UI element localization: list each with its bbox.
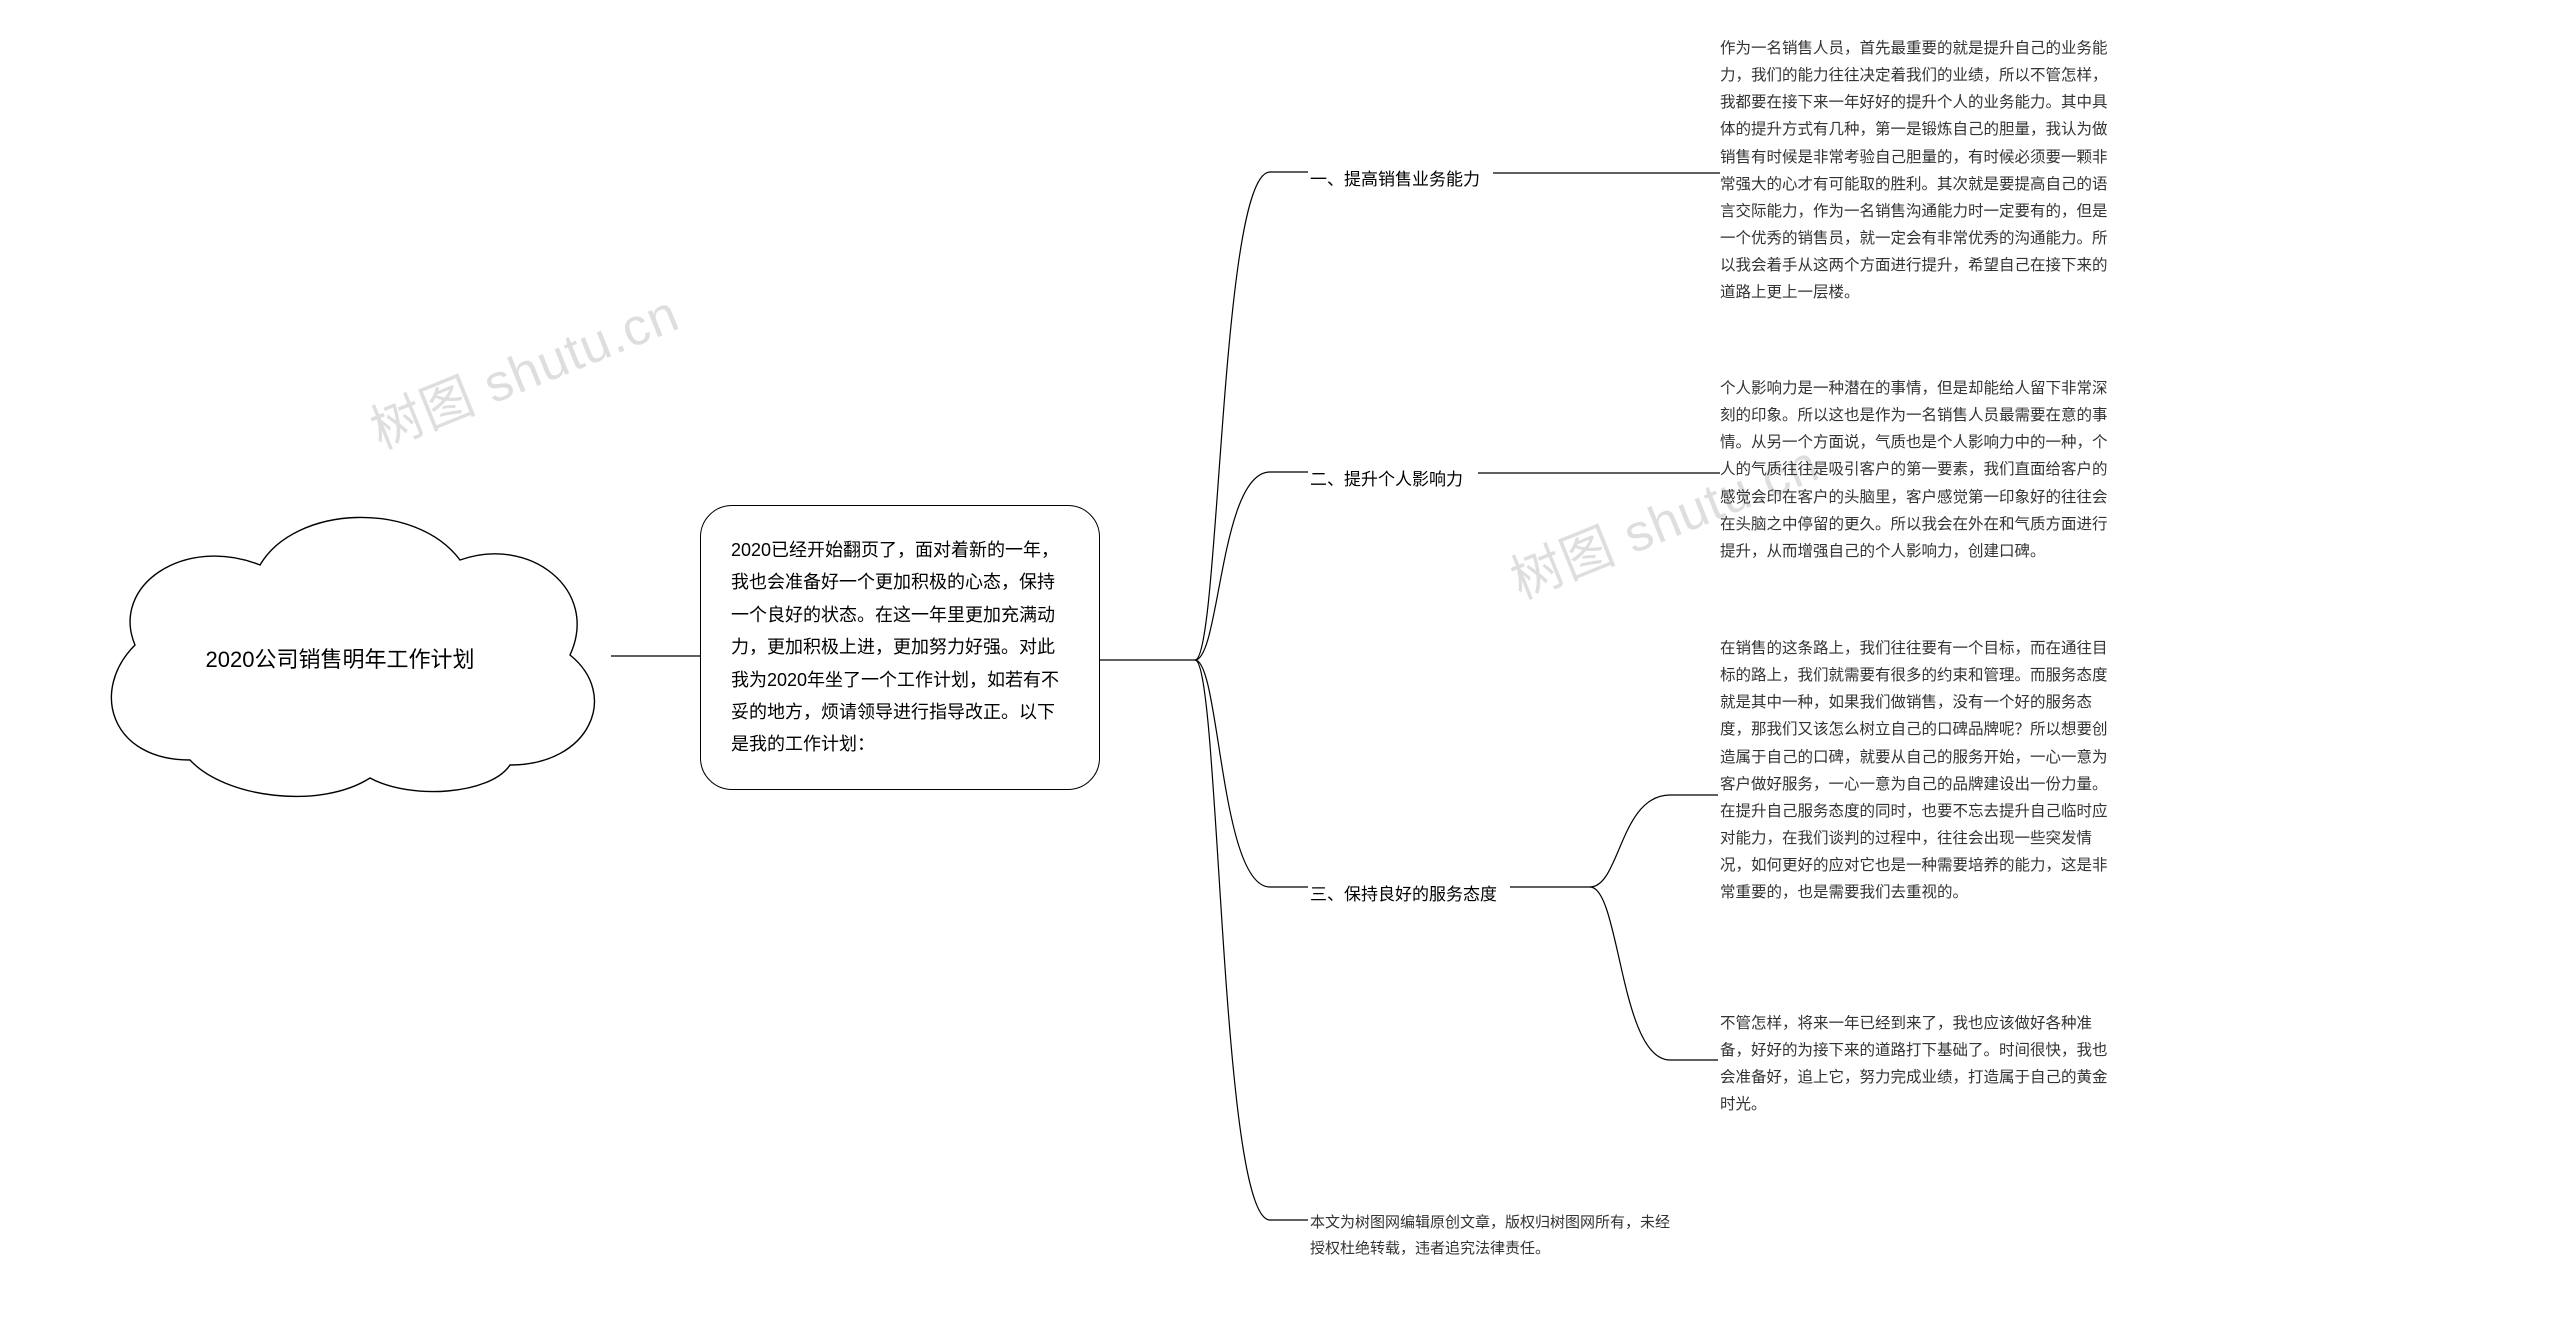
main-bracket — [1100, 160, 1310, 1250]
section-3-detail-b: 不管怎样，将来一年已经到来了，我也应该做好各种准备，好好的为接下来的道路打下基础… — [1720, 1010, 2110, 1119]
section-2-heading[interactable]: 二、提升个人影响力 — [1310, 465, 1463, 490]
section-1-heading[interactable]: 一、提高销售业务能力 — [1310, 165, 1480, 190]
watermark: 树图 shutu.cn — [358, 272, 688, 464]
section-3-detail-a: 在销售的这条路上，我们往往要有一个目标，而在通往目标的路上，我们就需要有很多的约… — [1720, 635, 2110, 906]
footer-note: 本文为树图网编辑原创文章，版权归树图网所有，未经授权杜绝转载，违者追究法律责任。 — [1310, 1210, 1670, 1263]
sec3-bracket — [1510, 780, 1720, 1080]
section-2-detail: 个人影响力是一种潜在的事情，但是却能给人留下非常深刻的印象。所以这也是作为一名销… — [1720, 375, 2110, 565]
connector-root-bubble — [611, 651, 700, 661]
connector-sec1 — [1493, 168, 1720, 178]
section-3-heading[interactable]: 三、保持良好的服务态度 — [1310, 880, 1497, 905]
section-1-detail: 作为一名销售人员，首先最重要的就是提升自己的业务能力，我们的能力往往决定着我们的… — [1720, 35, 2110, 306]
connector-sec2 — [1478, 468, 1720, 478]
intro-text: 2020已经开始翻页了，面对着新的一年，我也会准备好一个更加积极的心态，保持一个… — [731, 540, 1059, 754]
root-title: 2020公司销售明年工作计划 — [176, 642, 505, 677]
intro-bubble[interactable]: 2020已经开始翻页了，面对着新的一年，我也会准备好一个更加积极的心态，保持一个… — [700, 505, 1100, 790]
root-node[interactable]: 2020公司销售明年工作计划 — [70, 480, 610, 840]
